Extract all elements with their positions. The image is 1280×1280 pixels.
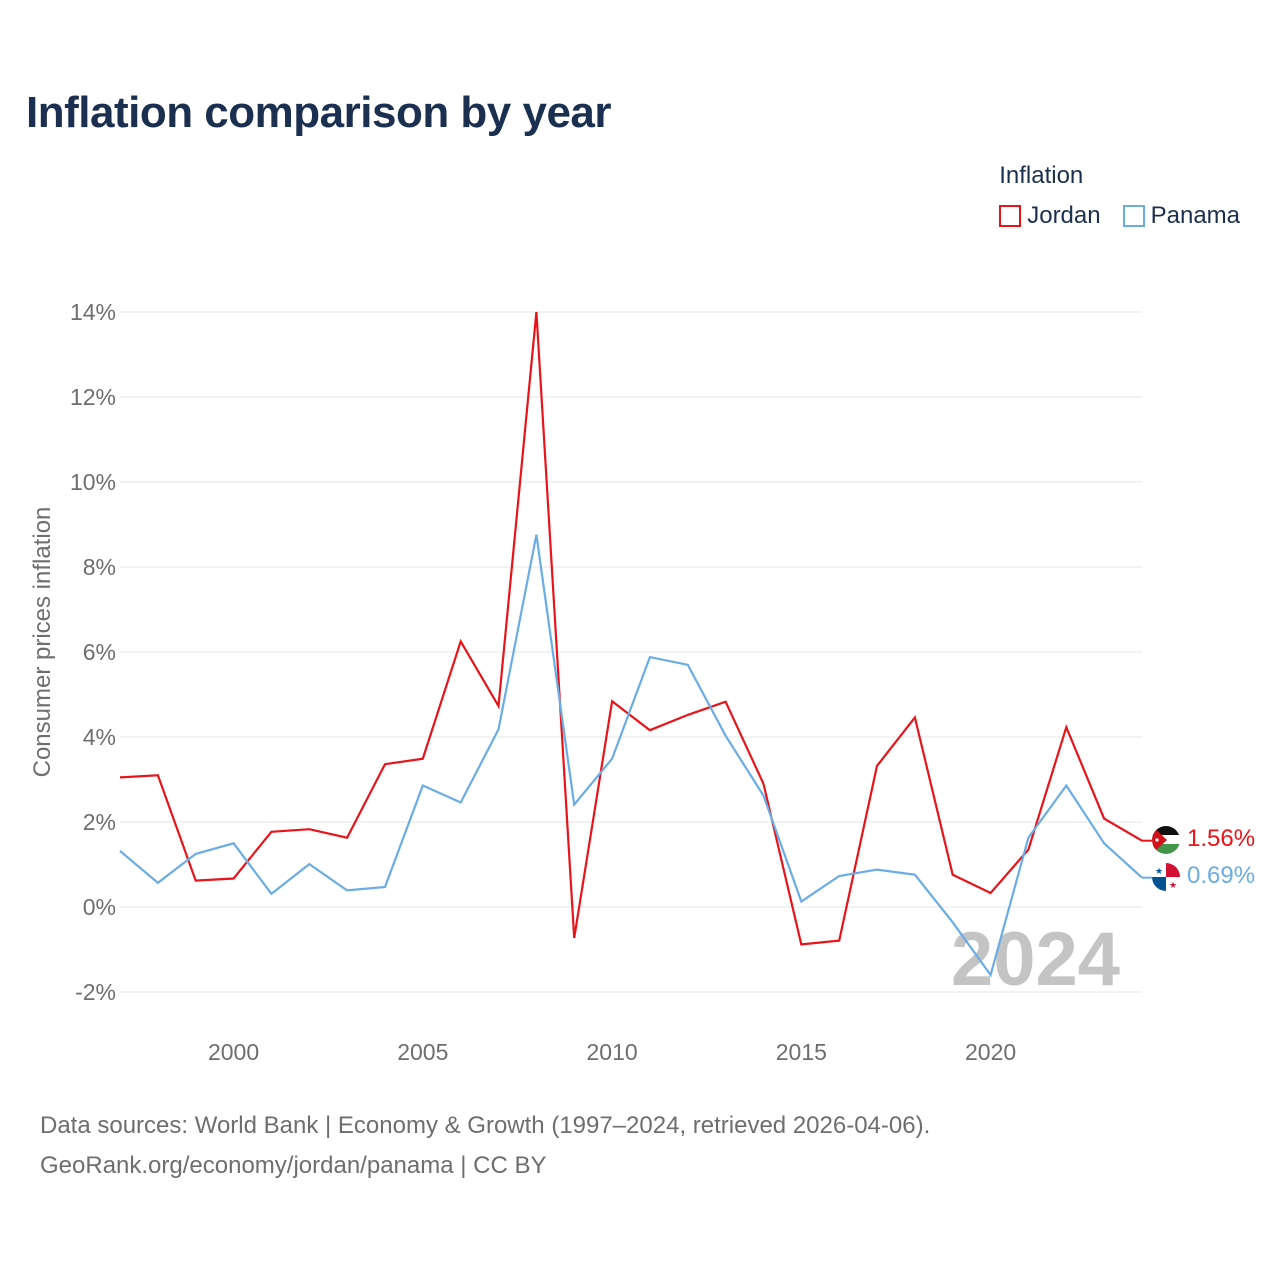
year-watermark: 2024 <box>951 917 1120 1002</box>
legend-label-jordan: Jordan <box>1027 202 1101 229</box>
x-tick-label: 2020 <box>965 1039 1016 1065</box>
legend-label-panama: Panama <box>1150 202 1240 229</box>
y-axis-label: Consumer prices inflation <box>29 507 56 778</box>
attribution-link[interactable]: GeoRank.org/economy/jordan/panama | CC B… <box>40 1152 547 1179</box>
y-tick-label: 12% <box>70 384 116 410</box>
legend-item-jordan[interactable]: Jordan <box>999 202 1101 230</box>
panama-end-label: 0.69% <box>1187 862 1255 889</box>
panama-flag-icon: ★ ★ <box>1152 863 1180 891</box>
x-tick-label: 2005 <box>397 1039 448 1065</box>
legend-swatch-panama <box>1122 205 1145 227</box>
chart-title: Inflation comparison by year <box>26 88 612 137</box>
x-tick-label: 2015 <box>776 1039 827 1065</box>
jordan-flag-icon <box>1152 826 1180 854</box>
data-source-note: Data sources: World Bank | Economy & Gro… <box>40 1112 931 1139</box>
legend-title: Inflation <box>999 162 1084 189</box>
svg-text:★: ★ <box>1155 866 1163 876</box>
y-tick-label: 2% <box>83 809 116 835</box>
x-tick-label: 2010 <box>586 1039 637 1065</box>
legend-item-panama[interactable]: Panama <box>1122 202 1240 230</box>
y-tick-label: 8% <box>83 554 116 580</box>
series-line-jordan[interactable] <box>119 311 1143 946</box>
y-tick-label: 10% <box>70 469 116 495</box>
y-tick-label: -2% <box>75 979 116 1005</box>
legend: Inflation Jordan Panama <box>999 162 1240 230</box>
svg-text:★: ★ <box>1169 880 1177 890</box>
jordan-end-label: 1.56% <box>1187 825 1255 852</box>
y-tick-label: 0% <box>83 894 116 920</box>
footer: Data sources: World Bank | Economy & Gro… <box>40 1106 930 1186</box>
series-line-panama[interactable] <box>119 534 1143 978</box>
legend-swatch-jordan <box>999 205 1022 227</box>
y-tick-label: 4% <box>83 724 116 750</box>
y-tick-label: 14% <box>70 299 116 325</box>
x-tick-label: 2000 <box>208 1039 259 1065</box>
y-tick-label: 6% <box>83 639 116 665</box>
